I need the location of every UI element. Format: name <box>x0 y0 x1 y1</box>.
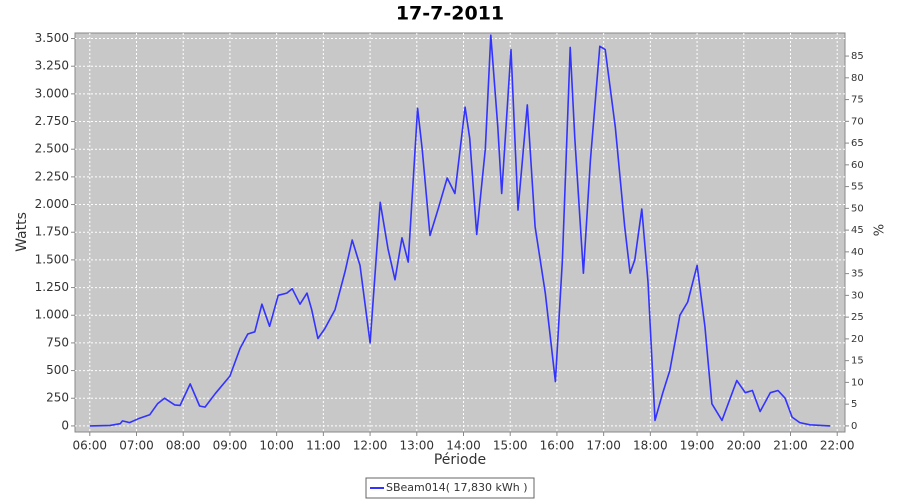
legend-box <box>365 477 535 499</box>
x-tick-label: 16:00 <box>540 439 575 453</box>
y-tick-label: 2.500 <box>35 142 69 156</box>
y-tick-label: 1.000 <box>35 308 69 322</box>
y-tick-label: 2.000 <box>35 197 69 211</box>
y2-tick-label: 25 <box>851 312 864 323</box>
x-tick-label: 21:00 <box>773 439 808 453</box>
y-axis-label: Watts <box>14 212 30 252</box>
x-tick-label: 19:00 <box>680 439 715 453</box>
x-tick-label: 14:00 <box>446 439 481 453</box>
y-tick-label: 2.750 <box>35 114 69 128</box>
y2-tick-label: 15 <box>851 356 864 367</box>
x-tick-label: 22:00 <box>820 439 855 453</box>
y-tick-label: 1.750 <box>35 225 69 239</box>
y-tick-label: 0 <box>61 418 69 432</box>
x-axis-label: Période <box>434 452 486 468</box>
x-tick-label: 12:00 <box>353 439 388 453</box>
x-tick-label: 15:00 <box>493 439 528 453</box>
data-line <box>89 34 831 427</box>
y2-tick-label: 20 <box>851 334 864 345</box>
y-tick-label: 500 <box>46 363 69 377</box>
x-tick-label: 06:00 <box>72 439 107 453</box>
x-tick-label: 20:00 <box>726 439 761 453</box>
x-tick-label: 07:00 <box>119 439 154 453</box>
y2-tick-label: 80 <box>851 73 864 84</box>
legend-label: SBeam014( 17,830 kWh ) <box>386 481 528 494</box>
y-tick-label: 3.250 <box>35 59 69 73</box>
x-tick-label: 17:00 <box>586 439 621 453</box>
y2-axis-label: % <box>873 224 888 236</box>
y2-tick-label: 5 <box>851 399 857 410</box>
x-tick-label: 08:00 <box>166 439 201 453</box>
x-tick-label: 18:00 <box>633 439 668 453</box>
y2-tick-label: 50 <box>851 203 864 214</box>
y-tick-label: 1.250 <box>35 280 69 294</box>
x-tick-label: 11:00 <box>306 439 341 453</box>
y2-tick-label: 65 <box>851 138 864 149</box>
y2-tick-label: 0 <box>851 421 857 432</box>
y2-tick-label: 10 <box>851 377 864 388</box>
chart-title: 17-7-2011 <box>396 3 504 25</box>
y2-tick-label: 30 <box>851 290 864 301</box>
y2-tick-label: 85 <box>851 51 864 62</box>
y-tick-label: 3.500 <box>35 31 69 45</box>
y2-tick-label: 60 <box>851 160 864 171</box>
y-tick-label: 750 <box>46 335 69 349</box>
y2-tick-label: 35 <box>851 269 864 280</box>
x-tick-label: 13:00 <box>399 439 434 453</box>
y-tick-label: 3.000 <box>35 86 69 100</box>
x-tick-label: 09:00 <box>213 439 248 453</box>
y-tick-label: 2.250 <box>35 169 69 183</box>
y2-tick-label: 75 <box>851 95 864 106</box>
y-tick-label: 1.500 <box>35 252 69 266</box>
y2-tick-label: 40 <box>851 247 864 258</box>
y-tick-label: 250 <box>46 391 69 405</box>
y2-tick-label: 45 <box>851 225 864 236</box>
y2-tick-label: 55 <box>851 182 864 193</box>
y2-tick-label: 70 <box>851 116 864 127</box>
x-tick-label: 10:00 <box>259 439 294 453</box>
